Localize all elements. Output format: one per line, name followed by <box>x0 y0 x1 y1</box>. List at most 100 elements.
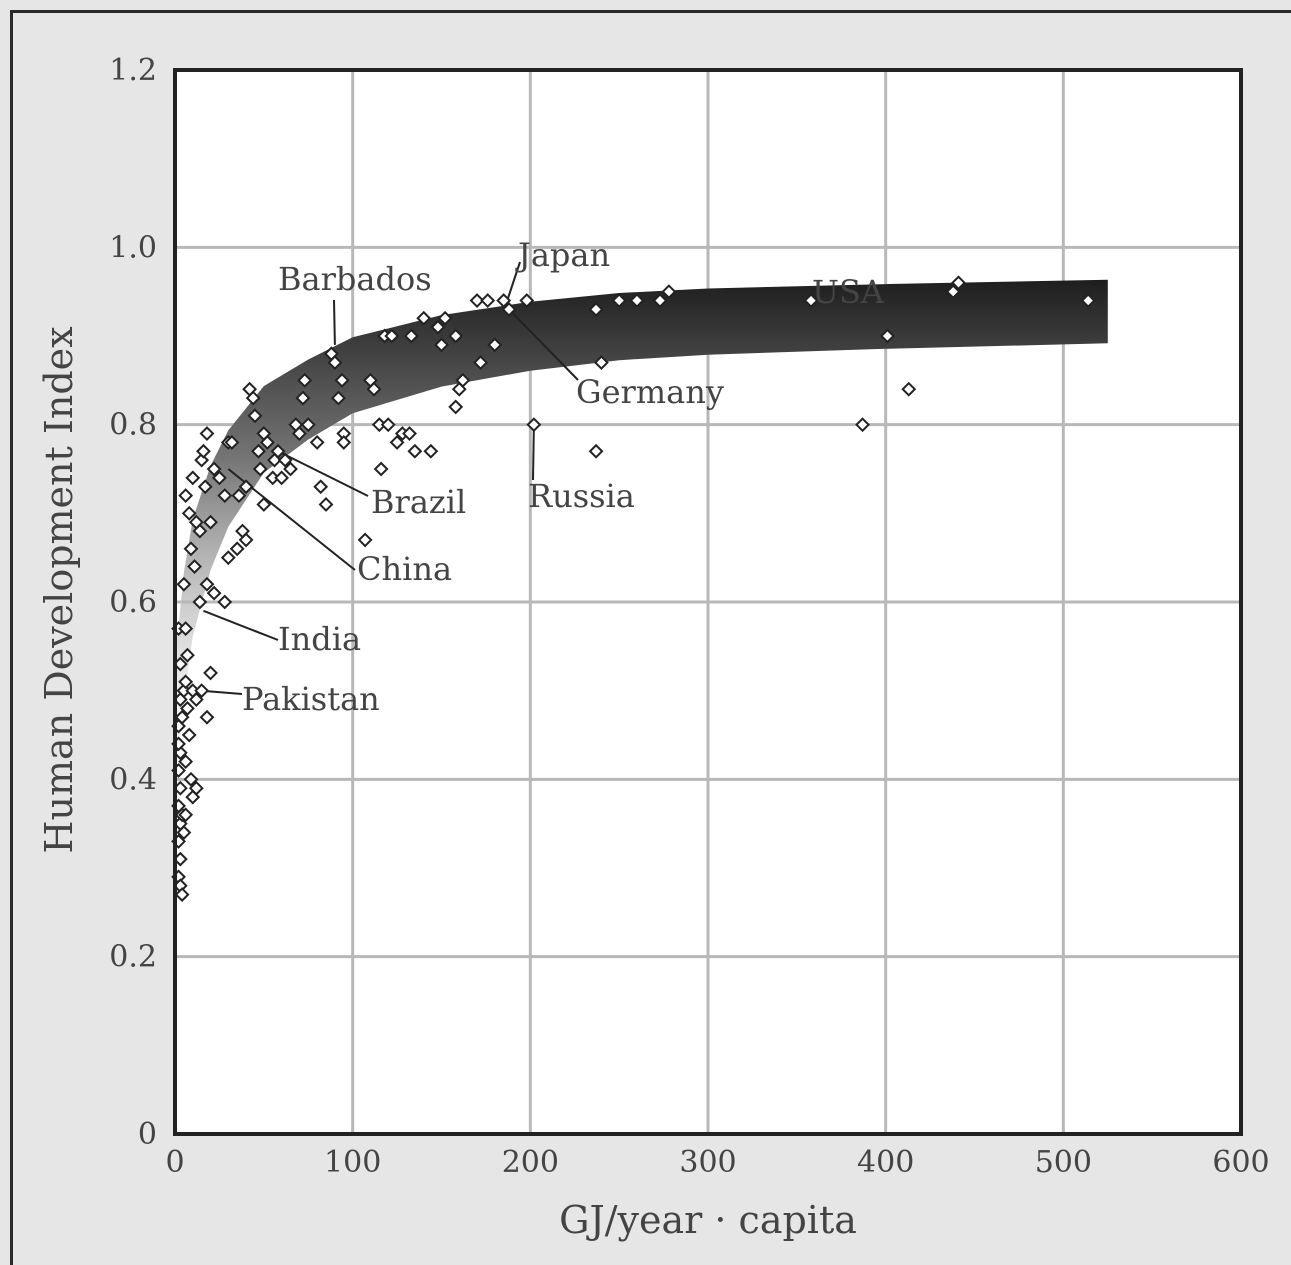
annotation-leader <box>203 609 279 641</box>
data-point <box>178 807 194 823</box>
x-axis-title: GJ/year · capita <box>559 1198 857 1242</box>
data-point <box>203 514 218 530</box>
data-point <box>224 434 240 450</box>
data-point <box>180 647 195 663</box>
data-point <box>199 576 215 592</box>
annotation-label: Barbados <box>278 260 432 298</box>
data-point <box>178 754 194 770</box>
data-point <box>183 771 199 787</box>
data-point <box>199 426 215 441</box>
data-point <box>455 372 471 388</box>
data-point <box>206 585 222 601</box>
data-point <box>945 284 961 300</box>
data-point <box>526 417 542 433</box>
data-point <box>487 337 503 353</box>
data-point <box>803 293 819 308</box>
y-tick-label: 0.4 <box>109 762 157 797</box>
data-point <box>437 310 453 326</box>
data-point <box>327 355 343 371</box>
annotation-leader <box>277 450 369 497</box>
data-point <box>192 523 208 539</box>
data-point <box>357 532 373 548</box>
y-tick-label: 0.6 <box>109 585 157 620</box>
x-tick-label: 300 <box>679 1145 736 1180</box>
data-point <box>611 293 627 308</box>
data-point <box>416 310 432 326</box>
annotation-label: Germany <box>576 373 724 411</box>
data-point <box>588 301 604 317</box>
data-point <box>300 417 316 433</box>
data-point <box>336 434 352 450</box>
data-point <box>652 293 668 308</box>
data-point <box>238 532 254 548</box>
data-point <box>188 780 204 796</box>
x-tick-label: 400 <box>857 1145 914 1180</box>
data-point <box>469 293 485 308</box>
data-point <box>380 417 396 433</box>
data-point <box>203 665 218 681</box>
y-tick-labels: 0 0.2 0.4 0.6 0.8 1.0 1.2 <box>109 53 157 1152</box>
y-tick-label: 1.2 <box>109 53 157 88</box>
data-point <box>217 594 233 610</box>
data-point <box>403 328 419 344</box>
data-point <box>373 461 389 477</box>
annotation-label: Japan <box>515 236 610 274</box>
data-point <box>519 293 535 308</box>
data-point <box>252 461 268 477</box>
data-point <box>192 594 208 610</box>
data-point <box>331 390 346 406</box>
data-point <box>229 541 245 557</box>
data-point <box>206 461 222 477</box>
data-point <box>309 434 325 450</box>
data-point <box>588 443 604 459</box>
data-point <box>1080 293 1096 308</box>
data-point <box>901 381 917 397</box>
data-point <box>178 488 194 504</box>
data-point <box>251 443 266 459</box>
x-tick-label: 600 <box>1212 1145 1269 1180</box>
y-axis-title: Human Development Index <box>37 326 81 853</box>
data-point <box>270 443 286 459</box>
data-point <box>274 470 290 486</box>
data-point <box>629 293 645 308</box>
data-point <box>434 337 449 353</box>
annotation-leader <box>532 424 535 481</box>
y-tick-label: 0.2 <box>109 940 157 975</box>
data-point <box>180 700 195 716</box>
plot-border <box>173 68 1243 1136</box>
data-point <box>496 293 512 308</box>
data-point <box>448 328 464 344</box>
data-point <box>448 399 464 415</box>
x-tick-label: 100 <box>324 1145 381 1180</box>
data-point <box>430 319 446 335</box>
data-point <box>259 434 275 450</box>
data-point <box>951 275 966 291</box>
x-tick-label: 0 <box>165 1145 184 1180</box>
data-point <box>334 372 350 388</box>
data-point <box>295 390 311 406</box>
data-point <box>423 443 439 459</box>
x-tick-label: 500 <box>1035 1145 1092 1180</box>
data-point <box>389 434 405 450</box>
trend-band <box>175 279 1108 801</box>
y-tick-label: 1.0 <box>109 230 157 265</box>
data-point <box>220 550 236 566</box>
data-point <box>277 452 293 468</box>
data-point <box>178 621 194 637</box>
data-point <box>181 727 197 743</box>
data-point <box>174 709 190 725</box>
data-point <box>402 426 417 441</box>
data-point <box>188 692 204 707</box>
data-point <box>178 674 194 690</box>
annotation-leader <box>508 308 579 381</box>
data-point <box>185 470 201 486</box>
annotation-label: USA <box>812 273 885 311</box>
y-tick-label: 0.8 <box>109 408 157 443</box>
data-point <box>501 301 517 317</box>
data-point <box>197 479 213 495</box>
data-point <box>283 461 298 477</box>
data-point <box>855 417 870 433</box>
data-point <box>187 559 202 574</box>
data-point <box>194 683 210 699</box>
